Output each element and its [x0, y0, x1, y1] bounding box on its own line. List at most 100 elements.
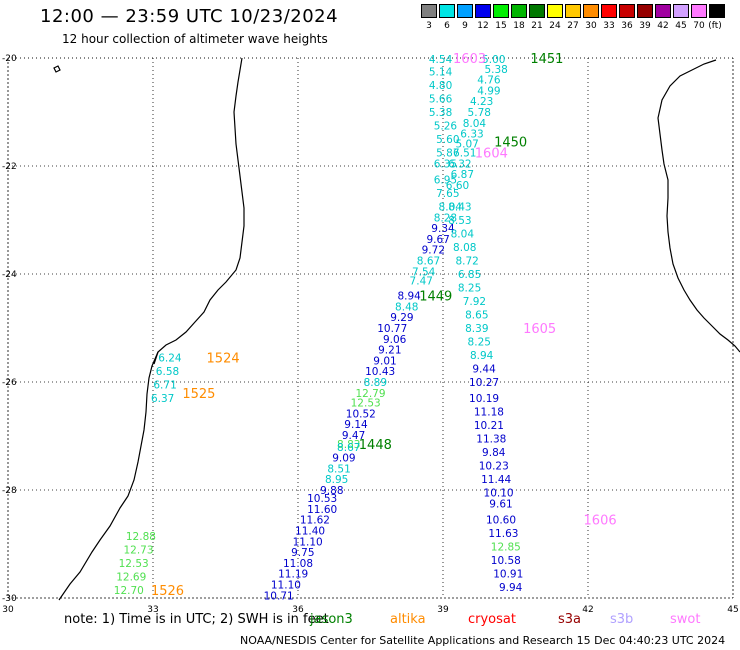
legend-label: 6: [444, 21, 450, 31]
wave-height-label: 6.24: [158, 353, 182, 365]
wave-height-label: 10.53: [307, 493, 337, 505]
legend-swatch: [511, 4, 527, 18]
legend-swatch: [529, 4, 545, 18]
legend-swatch: [637, 4, 653, 18]
lat-tick-label: -28: [2, 486, 17, 496]
wave-height-label: 11.60: [307, 504, 337, 516]
wave-height-label: 10.91: [493, 569, 523, 581]
wave-height-label: 9.09: [332, 453, 355, 465]
wave-height-label: 9.61: [489, 499, 512, 511]
legend-swatch: [457, 4, 473, 18]
legend-label: 9: [462, 21, 468, 31]
wave-height-label: 9.72: [422, 245, 445, 257]
legend-label: 70: [693, 21, 705, 31]
legend-swatch: [421, 4, 437, 18]
wave-height-label: 9.44: [472, 364, 496, 376]
wave-height-label: 10.19: [469, 393, 499, 405]
wave-height-label: 5.26: [434, 121, 458, 133]
wave-height-label: 8.25: [458, 283, 481, 295]
island-outline: [53, 65, 61, 73]
wave-height-label: 8.39: [465, 323, 488, 335]
wave-height-label: 6.33: [460, 129, 483, 141]
wave-height-label: 8.94: [397, 291, 421, 303]
wave-height-label: 5.78: [468, 107, 491, 119]
wave-height-label: 8.67: [337, 442, 360, 454]
satellite-name: s3b: [610, 612, 634, 627]
page-subtitle: 12 hour collection of altimeter wave hei…: [62, 32, 328, 46]
wave-height-label: 10.71: [264, 590, 294, 602]
lon-tick-label: 36: [292, 605, 304, 615]
pass-labels: 1451 1450 1449 1448 1603 1604 1605 1606 1524 1525…: [151, 52, 617, 599]
legend-swatch: [619, 4, 635, 18]
wave-height-label: 11.62: [300, 515, 330, 527]
wave-height-label: 7.65: [436, 188, 459, 200]
wave-height-labels: 4.545.144.805.665.385.265.605.876.516.35…: [114, 54, 523, 602]
lon-tick-label: 30: [2, 605, 14, 615]
wave-height-label: 6.32: [448, 158, 471, 170]
wave-height-label: 4.23: [470, 96, 493, 108]
legend-swatch: [439, 4, 455, 18]
lon-tick-label: 45: [727, 605, 738, 615]
wave-height-label: 6.60: [446, 180, 469, 192]
wave-height-label: 9.47: [342, 430, 365, 442]
wave-height-label: 6.35: [434, 158, 457, 170]
wave-height-label: 8.89: [364, 377, 387, 389]
legend-label: 15: [495, 21, 507, 31]
wave-height-label: 7.92: [463, 296, 486, 308]
wave-height-label: 6.71: [153, 380, 176, 392]
wave-height-label: 12.88: [126, 531, 156, 543]
wave-height-label: 10.77: [377, 323, 407, 335]
wave-height-label: 10.60: [486, 515, 516, 527]
wave-height-label: 10.58: [491, 555, 521, 567]
legend-label: 39: [639, 21, 651, 31]
wave-height-label: 9.75: [291, 547, 314, 559]
wave-height-label: 6.87: [451, 169, 474, 181]
map-frame: [7, 57, 734, 599]
wave-height-label: 8.48: [395, 301, 418, 313]
wave-height-label: 11.63: [488, 528, 518, 540]
pass-number-label: 1525: [182, 387, 215, 402]
legend-swatch: [673, 4, 689, 18]
lat-tick-label: -30: [2, 594, 17, 604]
legend-label: 33: [603, 21, 615, 31]
pass-number-label: 1526: [151, 584, 184, 599]
page-title: 12:00 — 23:59 UTC 10/23/2024: [40, 6, 339, 27]
footnote: note: 1) Time is in UTC; 2) SWH is in fe…: [64, 612, 329, 627]
legend-label: 36: [621, 21, 633, 31]
legend-swatch: [601, 4, 617, 18]
wave-height-label: 11.19: [278, 569, 308, 581]
wave-height-label: 9.94: [499, 582, 523, 594]
wave-height-label: 8.25: [468, 337, 491, 349]
satellite-name: s3a: [558, 612, 582, 627]
madagascar-coastline: [657, 59, 740, 353]
legend-swatch: [655, 4, 671, 18]
pass-number-label: 1448: [359, 438, 392, 453]
legend-label: 18: [513, 21, 525, 31]
legend-swatch: [565, 4, 581, 18]
wave-height-label: 5.38: [484, 64, 507, 76]
lat-tick-label: -22: [2, 162, 17, 172]
island-outline: [153, 351, 159, 365]
wave-height-label: 5.60: [436, 134, 459, 146]
lat-tick-label: -20: [2, 54, 17, 64]
satellite-name: altika: [390, 612, 426, 627]
pass-number-label: 1449: [419, 290, 452, 305]
wave-height-label: 12.73: [123, 544, 153, 556]
wave-height-label: 12.69: [116, 571, 146, 583]
wave-height-label: 5.00: [482, 54, 505, 66]
pass-number-label: 1604: [475, 147, 508, 162]
wave-height-label: 6.51: [453, 148, 476, 160]
wave-height-label: 5.07: [455, 138, 478, 150]
wave-height-label: 4.54: [429, 54, 453, 66]
wave-height-label: 8.83: [337, 439, 360, 451]
lat-tick-label: -24: [2, 270, 17, 280]
wave-height-label: 8.51: [327, 463, 350, 475]
pass-number-label: 1450: [494, 136, 527, 151]
pass-number-label: 1451: [530, 52, 563, 67]
wave-height-label: 11.08: [283, 558, 313, 570]
wave-height-label: 11.44: [481, 474, 511, 486]
legend-label: 30: [585, 21, 597, 31]
satellite-name: cryosat: [468, 612, 516, 627]
wave-height-label: 6.58: [156, 366, 179, 378]
